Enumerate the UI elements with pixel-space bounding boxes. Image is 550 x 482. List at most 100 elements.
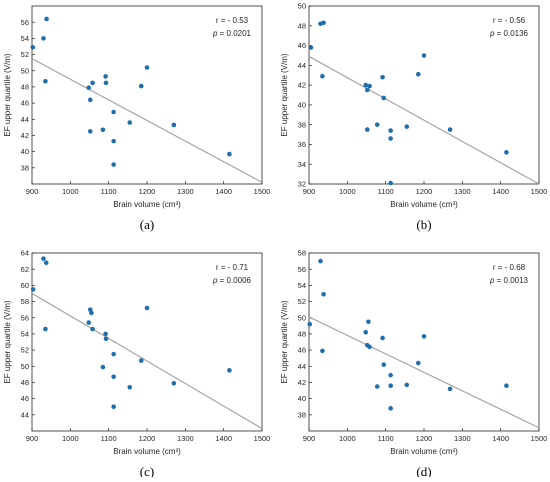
r-value: r = - 0.53 — [216, 16, 249, 25]
plot-area — [308, 5, 540, 185]
y-tick-label: 42 — [21, 131, 29, 140]
data-point — [366, 319, 371, 325]
y-tick-label: 50 — [298, 313, 306, 322]
data-point — [138, 358, 144, 363]
y-tick-label: 46 — [21, 394, 29, 403]
data-point — [380, 335, 385, 341]
data-point — [308, 45, 314, 50]
p-label: p — [489, 29, 497, 38]
y-tick-label: 52 — [21, 50, 29, 59]
data-point — [111, 138, 116, 144]
x-tick-label: 1000 — [62, 187, 79, 196]
data-point — [100, 127, 106, 133]
y-tick-label: 54 — [21, 330, 29, 339]
data-point — [367, 83, 372, 89]
data-point — [421, 334, 427, 339]
data-point — [380, 74, 385, 80]
y-tick-label: 58 — [21, 297, 29, 306]
data-point — [415, 360, 421, 366]
y-axis-label: EF upper quartile (V/m) — [280, 300, 289, 383]
x-tick-label: 1200 — [139, 434, 156, 443]
panel-d: 900 1000 1100 1200 1300 1400 1500 38 40 42 44 46 48 5… — [280, 249, 547, 479]
p-value: p = 0.0013 — [489, 276, 529, 285]
y-tick-label: 48 — [21, 378, 29, 387]
data-point — [30, 44, 36, 50]
x-tick-label: 1400 — [215, 434, 232, 443]
plot-area — [308, 252, 540, 432]
data-point — [363, 329, 369, 335]
data-point — [43, 78, 48, 84]
data-point — [447, 386, 453, 392]
y-tick-label: 54 — [298, 281, 306, 290]
x-tick-label: 1000 — [339, 434, 356, 443]
data-point — [364, 87, 370, 93]
data-point — [388, 180, 393, 186]
data-point — [86, 85, 92, 91]
y-tick-label: 34 — [298, 160, 306, 169]
p-number: = 0.0013 — [497, 276, 529, 285]
data-point — [111, 351, 116, 357]
x-tick-label: 1300 — [177, 187, 194, 196]
y-tick-label: 58 — [298, 249, 306, 258]
data-point — [374, 384, 380, 389]
regression-line — [308, 55, 540, 185]
p-label: p — [489, 276, 497, 285]
y-tick-label: 38 — [298, 410, 306, 419]
data-point — [90, 326, 95, 332]
p-number: = 0.0006 — [220, 276, 252, 285]
r-value: r = - 0.56 — [493, 16, 526, 25]
data-point — [504, 383, 509, 388]
x-tick-label: 1300 — [454, 187, 471, 196]
data-point — [111, 109, 116, 115]
data-point — [86, 320, 92, 325]
data-point — [30, 287, 36, 292]
y-tick-label: 44 — [21, 115, 29, 124]
data-point — [87, 129, 93, 134]
plot-area — [31, 252, 263, 432]
data-point — [111, 374, 116, 380]
x-tick-label: 900 — [303, 434, 316, 443]
x-axis-label: Brain volume (cm³) — [113, 200, 181, 209]
p-value: p = 0.0006 — [212, 276, 252, 285]
panel-c: 900 1000 1100 1200 1300 1400 1500 44 46 48 50 52 54 5… — [3, 249, 270, 479]
p-number: = 0.0136 — [497, 29, 529, 38]
panel-caption: (b) — [416, 217, 431, 232]
x-tick-label: 1400 — [215, 187, 232, 196]
data-point — [43, 326, 48, 332]
data-point — [367, 344, 372, 350]
data-point — [90, 80, 95, 86]
y-tick-label: 46 — [21, 99, 29, 108]
p-number: = 0.0201 — [220, 29, 252, 38]
data-point — [364, 127, 370, 132]
data-point — [227, 151, 232, 157]
data-point — [381, 362, 387, 367]
regression-line — [308, 316, 540, 429]
x-tick-label: 1400 — [492, 187, 509, 196]
y-tick-label: 48 — [298, 21, 306, 30]
data-point — [227, 368, 232, 373]
data-point — [421, 53, 427, 58]
x-tick-label: 1100 — [378, 187, 394, 196]
r-value: r = - 0.68 — [493, 263, 526, 272]
data-point — [111, 404, 116, 410]
panel-caption: (a) — [140, 217, 154, 232]
data-point — [171, 122, 177, 128]
y-tick-label: 44 — [298, 362, 306, 371]
x-tick-label: 1100 — [101, 187, 117, 196]
data-point — [87, 97, 93, 103]
y-tick-label: 52 — [298, 297, 306, 306]
data-point — [447, 127, 453, 132]
data-point — [138, 83, 144, 89]
x-axis-label: Brain volume (cm³) — [390, 447, 458, 456]
data-point — [100, 364, 106, 370]
r-value: r = - 0.71 — [216, 263, 249, 272]
data-point — [415, 71, 421, 77]
data-point — [171, 380, 177, 386]
y-tick-label: 56 — [298, 265, 306, 274]
x-tick-label: 1000 — [339, 187, 356, 196]
y-tick-label: 42 — [298, 81, 306, 90]
y-tick-label: 44 — [21, 410, 29, 419]
y-axis-label: EF upper quartile (V/m) — [3, 53, 12, 136]
y-tick-label: 54 — [21, 34, 29, 43]
y-tick-label: 44 — [298, 61, 306, 70]
